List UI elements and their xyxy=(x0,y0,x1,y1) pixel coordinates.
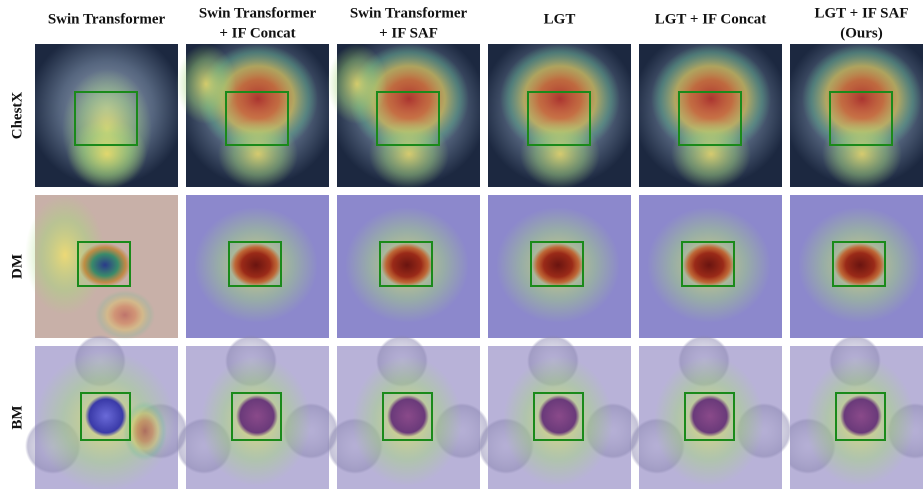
heat xyxy=(822,119,902,189)
row-label: BM xyxy=(9,405,25,429)
cell xyxy=(538,395,580,437)
column-header: + IF SAF xyxy=(379,25,438,41)
image-tile xyxy=(25,335,188,489)
heat xyxy=(95,290,155,340)
lesion xyxy=(532,243,584,287)
image-tile xyxy=(186,195,329,338)
image-tile xyxy=(639,44,782,189)
column-header: Swin Transformer xyxy=(350,5,468,21)
image-grid xyxy=(25,44,923,489)
heat xyxy=(218,119,298,189)
heat xyxy=(369,119,449,189)
cell xyxy=(85,395,127,437)
row-label: DM xyxy=(9,254,25,279)
image-tile xyxy=(488,44,631,189)
image-tile xyxy=(629,335,792,489)
heat xyxy=(520,119,600,189)
cell xyxy=(840,395,882,437)
lesion xyxy=(683,243,735,287)
heat xyxy=(671,119,751,189)
image-tile xyxy=(790,195,923,338)
column-header: LGT xyxy=(544,11,576,27)
lesion xyxy=(381,243,433,287)
column-header: LGT + IF Concat xyxy=(655,11,766,27)
column-header: Swin Transformer xyxy=(48,11,166,27)
image-tile xyxy=(337,195,480,338)
image-tile xyxy=(488,195,631,338)
lesion xyxy=(79,243,131,287)
column-header: LGT + IF SAF xyxy=(815,5,909,21)
image-tile xyxy=(790,44,923,189)
image-tile xyxy=(639,195,782,338)
column-header: + IF Concat xyxy=(219,25,295,41)
image-tile xyxy=(25,195,178,340)
image-tile xyxy=(327,44,480,189)
image-tile xyxy=(176,44,329,189)
image-tile xyxy=(478,335,641,489)
cell xyxy=(236,395,278,437)
cell xyxy=(689,395,731,437)
row-label: ChestX xyxy=(9,92,25,140)
heat xyxy=(67,119,147,189)
image-tile xyxy=(35,44,178,189)
image-tile xyxy=(780,335,923,489)
column-header: (Ours) xyxy=(840,25,883,41)
lesion xyxy=(230,243,282,287)
image-tile xyxy=(176,335,339,489)
column-header: Swin Transformer xyxy=(199,5,317,21)
lesion xyxy=(834,243,886,287)
image-tile xyxy=(327,335,490,489)
cell xyxy=(387,395,429,437)
figure: Swin Transformer Swin Transformer + IF Con… xyxy=(0,0,923,489)
